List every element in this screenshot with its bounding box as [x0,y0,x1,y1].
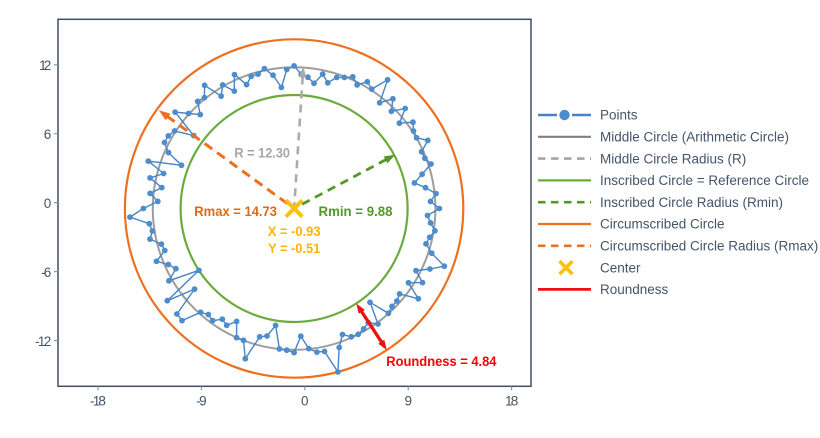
svg-text:Center: Center [600,260,641,275]
svg-text:R = 12.30: R = 12.30 [234,144,290,160]
svg-text:9: 9 [404,393,412,408]
svg-text:12: 12 [39,58,51,73]
svg-text:Middle Circle Radius (R): Middle Circle Radius (R) [600,151,746,166]
svg-text:Rmax = 14.73: Rmax = 14.73 [194,204,277,219]
svg-text:-18: -18 [90,393,106,408]
svg-text:X = -0.93: X = -0.93 [268,224,321,239]
svg-text:Circumscribed Circle: Circumscribed Circle [600,217,725,232]
svg-text:Circumscribed Circle Radius (R: Circumscribed Circle Radius (Rmax) [600,239,818,254]
svg-text:Rmin = 9.88: Rmin = 9.88 [319,204,393,219]
svg-text:6: 6 [44,127,52,142]
svg-text:Inscribed Circle Radius (Rmin): Inscribed Circle Radius (Rmin) [600,195,783,210]
svg-text:Points: Points [600,108,638,123]
svg-text:Roundness = 4.84: Roundness = 4.84 [386,354,496,370]
svg-text:18: 18 [505,393,518,408]
svg-text:Roundness: Roundness [600,282,669,297]
svg-text:Middle Circle (Arithmetic Circ: Middle Circle (Arithmetic Circle) [600,130,789,145]
svg-text:-6: -6 [41,265,51,280]
svg-text:0: 0 [44,196,52,211]
svg-text:0: 0 [301,393,309,408]
svg-text:-12: -12 [35,334,51,349]
svg-text:-9: -9 [196,393,206,408]
svg-text:Y = -0.51: Y = -0.51 [268,241,320,256]
svg-text:Inscribed Circle = Reference C: Inscribed Circle = Reference Circle [600,173,809,188]
